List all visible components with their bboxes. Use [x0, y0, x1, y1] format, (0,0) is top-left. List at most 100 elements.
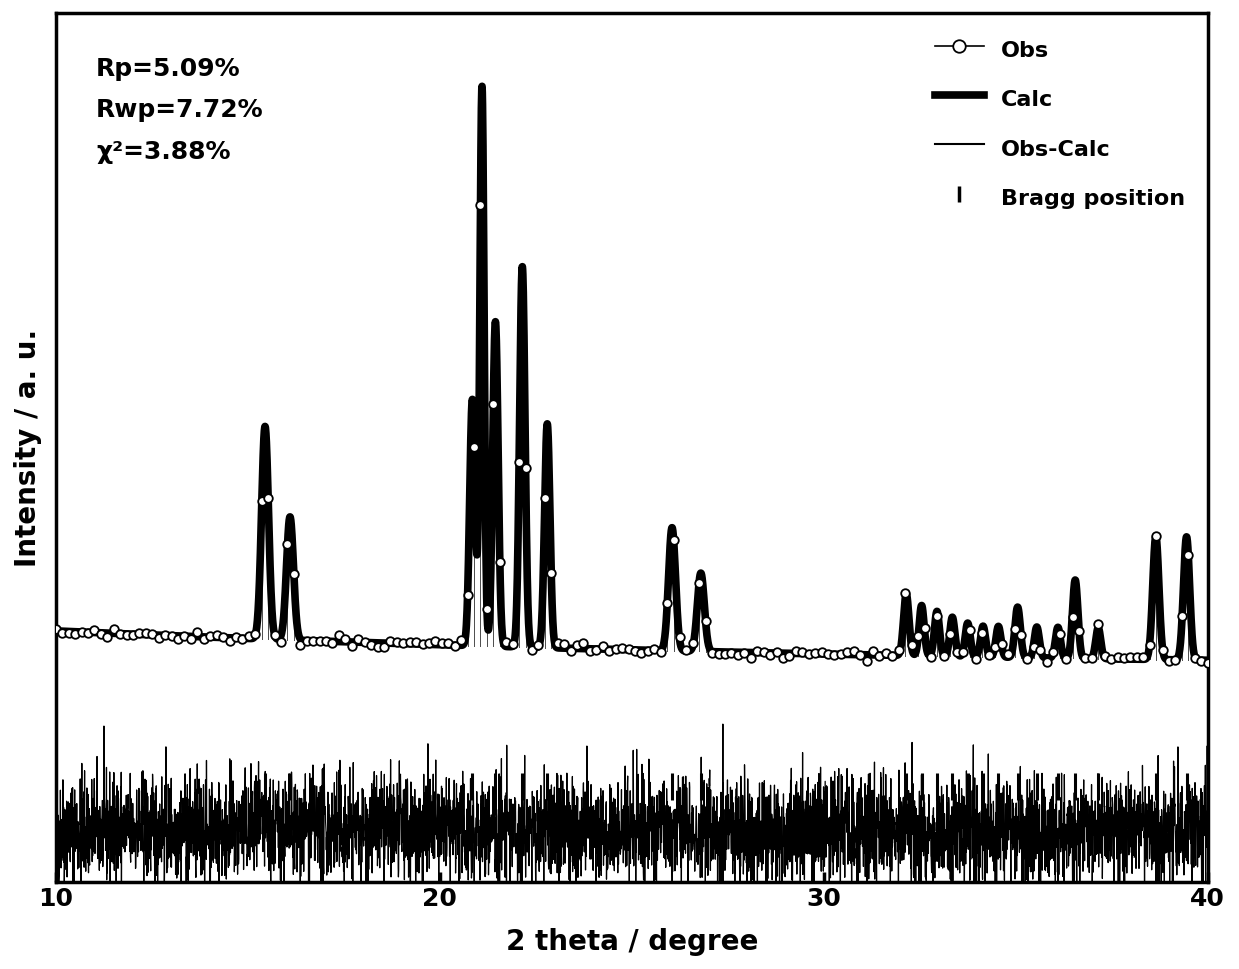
- Obs: [1075, 650, 1095, 666]
- Obs: [368, 640, 388, 655]
- Obs: [696, 613, 716, 629]
- Obs: [142, 627, 162, 642]
- Line: Obs-Calc: Obs-Calc: [56, 725, 1208, 917]
- Obs: [928, 609, 948, 624]
- Obs: [342, 639, 362, 654]
- Obs: [419, 636, 439, 651]
- Obs: [812, 644, 831, 660]
- Obs: [529, 638, 549, 653]
- Obs: [773, 650, 793, 666]
- Obs: [979, 648, 999, 664]
- Obs: [934, 649, 954, 665]
- Calc: [740, 647, 755, 659]
- Obs: [1069, 624, 1089, 640]
- Obs: [1056, 652, 1075, 668]
- Obs: [1049, 627, 1069, 642]
- Obs-Calc: [715, 719, 730, 731]
- Obs: [310, 634, 330, 649]
- X-axis label: 2 theta / degree: 2 theta / degree: [506, 927, 758, 955]
- Calc: [488, 328, 503, 339]
- Obs: [162, 628, 182, 643]
- Obs: [258, 491, 278, 507]
- Obs: [432, 635, 452, 650]
- Obs: [58, 626, 78, 641]
- Obs: [618, 641, 638, 657]
- Obs: [793, 644, 813, 660]
- Obs: [747, 643, 767, 659]
- Obs: [509, 454, 529, 470]
- Obs: [457, 588, 477, 604]
- Obs: [149, 630, 169, 645]
- Obs: [838, 644, 857, 660]
- Obs: [715, 646, 735, 662]
- Obs: [72, 624, 92, 640]
- Obs: [225, 630, 245, 645]
- Obs: [130, 626, 150, 641]
- Obs: [193, 632, 213, 647]
- Obs: [676, 642, 696, 658]
- Calc: [996, 646, 1011, 658]
- Obs: [1134, 649, 1154, 665]
- Obs: [554, 637, 574, 652]
- Obs: [1160, 654, 1180, 670]
- Obs: [574, 636, 593, 651]
- Obs: [1023, 640, 1043, 655]
- Obs: [1198, 656, 1218, 672]
- Obs: [78, 626, 98, 641]
- Obs: [465, 440, 484, 455]
- Obs: [271, 635, 291, 650]
- Obs-Calc: [798, 796, 813, 807]
- Calc: [475, 81, 489, 93]
- Obs: [1088, 616, 1108, 632]
- Obs: [322, 636, 342, 651]
- Obs: [66, 627, 85, 642]
- Obs: [239, 629, 259, 644]
- Obs: [818, 647, 838, 663]
- Obs: [580, 643, 600, 659]
- Obs: [953, 644, 973, 660]
- Obs: [632, 645, 652, 661]
- Obs: [870, 648, 890, 664]
- Obs: [864, 643, 883, 659]
- Obs: [606, 641, 626, 657]
- Obs: [1043, 645, 1063, 661]
- Obs: [586, 642, 606, 658]
- Obs: [683, 636, 703, 651]
- Obs: [304, 634, 323, 649]
- Obs: [213, 630, 233, 645]
- Obs: [1095, 648, 1115, 664]
- Obs: [1037, 654, 1057, 670]
- Obs: [233, 632, 253, 647]
- Obs: [561, 643, 581, 659]
- Obs: [973, 625, 992, 641]
- Obs: [1192, 653, 1212, 669]
- Obs: [181, 631, 201, 646]
- Obs: [638, 643, 658, 659]
- Obs: [1114, 650, 1134, 666]
- Obs: [503, 637, 523, 652]
- Calc: [48, 625, 63, 637]
- Obs: [761, 647, 781, 663]
- Obs: [98, 630, 118, 645]
- Obs: [330, 628, 349, 643]
- Obs: [882, 648, 902, 664]
- Obs: [406, 634, 426, 649]
- Obs: [362, 638, 382, 653]
- Obs: [354, 635, 374, 650]
- Obs: [985, 640, 1005, 655]
- Obs: [155, 627, 175, 642]
- Obs: [46, 622, 66, 638]
- Obs: [940, 627, 960, 642]
- Obs: [753, 644, 773, 660]
- Obs: [336, 632, 356, 647]
- Obs: [278, 537, 297, 552]
- Obs: [110, 627, 130, 642]
- Obs: [380, 634, 400, 649]
- Obs: [960, 623, 980, 639]
- Obs: [1127, 649, 1147, 665]
- Obs: [592, 639, 612, 654]
- Obs: [779, 648, 799, 664]
- Obs: [252, 494, 271, 510]
- Obs: [1005, 622, 1025, 638]
- Obs: [657, 596, 676, 611]
